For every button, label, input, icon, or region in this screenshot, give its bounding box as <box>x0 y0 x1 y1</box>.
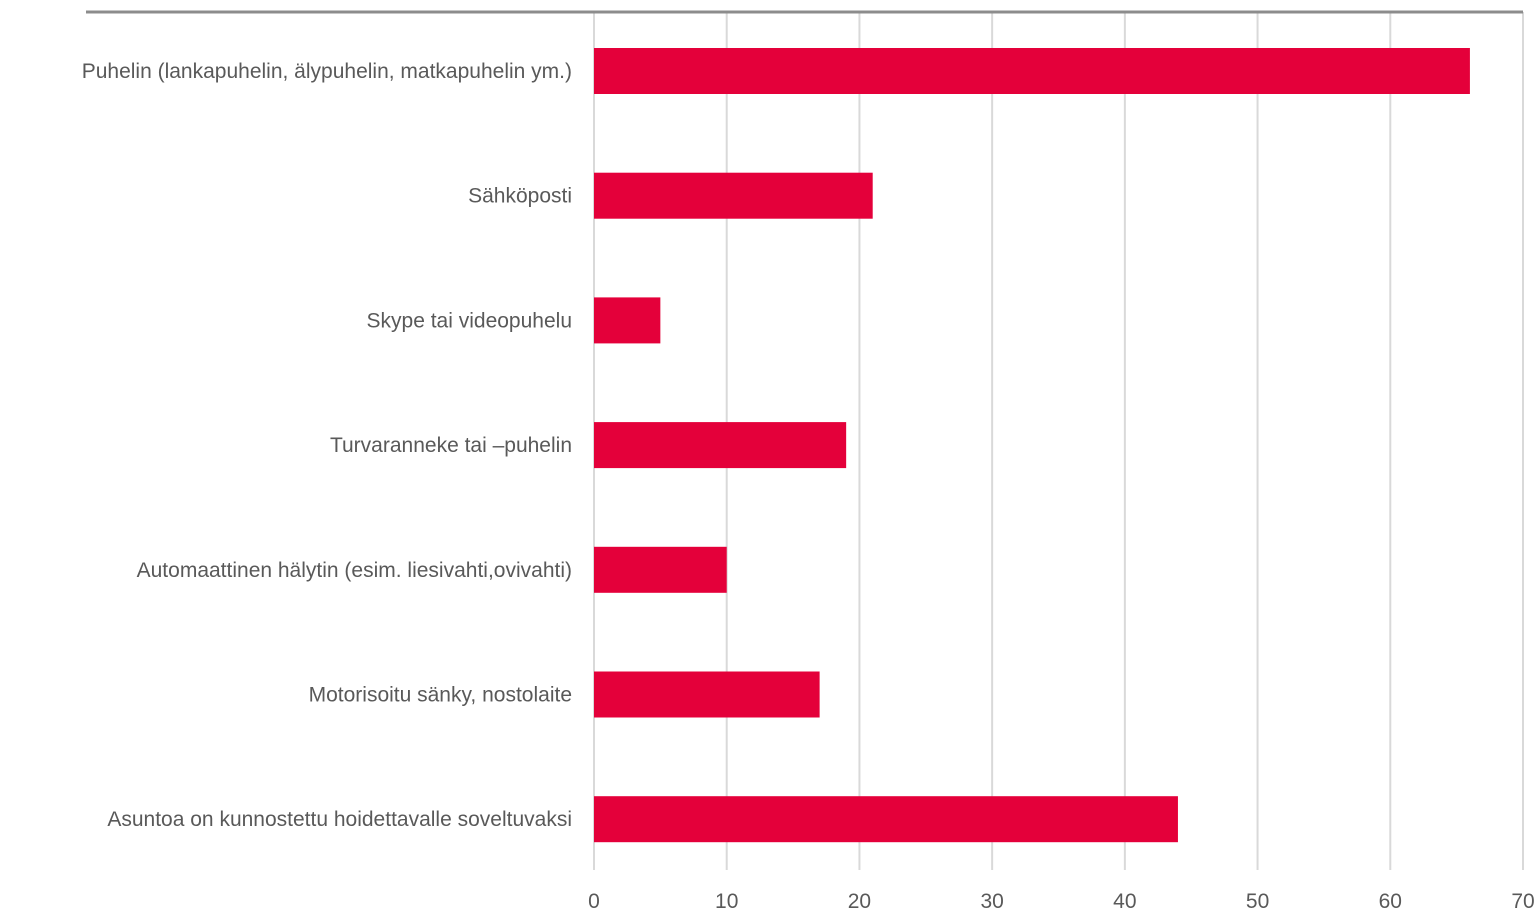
category-labels: Puhelin (lankapuhelin, älypuhelin, matka… <box>82 60 572 831</box>
category-label: Asuntoa on kunnostettu hoidettavalle sov… <box>107 808 572 831</box>
bar-2 <box>594 297 661 344</box>
bar-5 <box>594 671 820 718</box>
x-tick-label: 40 <box>1113 890 1136 913</box>
gridlines <box>593 12 1524 870</box>
x-tick-label: 20 <box>848 890 871 913</box>
category-label: Sähköposti <box>468 185 572 208</box>
category-label: Turvaranneke tai –puhelin <box>330 434 572 457</box>
category-label: Skype tai videopuhelu <box>367 309 572 332</box>
x-tick-label: 60 <box>1379 890 1402 913</box>
bar-4 <box>594 546 727 593</box>
bar-0 <box>594 48 1470 94</box>
bar-6 <box>594 796 1178 843</box>
bar-1 <box>594 172 873 219</box>
category-label: Automaattinen hälytin (esim. liesivahti,… <box>137 559 572 582</box>
x-tick-label: 0 <box>588 890 600 913</box>
bar-3 <box>594 422 847 469</box>
x-tick-label: 50 <box>1246 890 1269 913</box>
category-label: Puhelin (lankapuhelin, älypuhelin, matka… <box>82 60 572 83</box>
x-tick-labels: 0 10 20 30 40 50 60 70 <box>588 890 1535 913</box>
x-tick-label: 70 <box>1511 890 1534 913</box>
bars <box>594 48 1470 843</box>
category-label: Motorisoitu sänky, nostolaite <box>309 684 572 707</box>
x-tick-label: 10 <box>715 890 738 913</box>
x-tick-label: 30 <box>980 890 1003 913</box>
